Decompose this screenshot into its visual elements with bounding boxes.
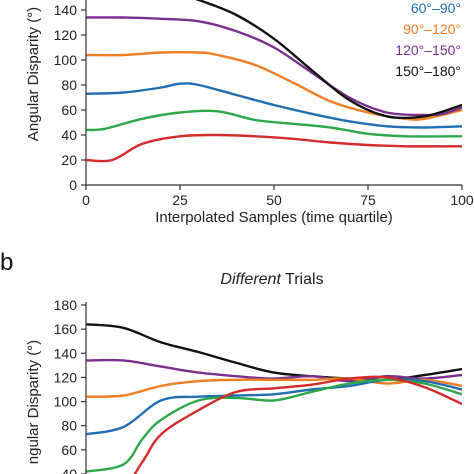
panel-b-y-tick-label: 60 [61, 442, 77, 458]
panel-a-x-tick-label: 100 [450, 192, 474, 208]
panel-a-x-ticks: 0 25 50 75 100 [82, 185, 474, 208]
panel-b-y-tick-label: 40 [61, 466, 77, 474]
panel-a-series-line-0 [86, 82, 462, 129]
panel-a-y-tick-label: 100 [54, 52, 78, 68]
panel-a-legend-entry: 120°–150° [395, 42, 461, 58]
panel-a-chart: 0 20 40 60 80 100 120 140 0 25 50 75 100 Angular Di… [25, 0, 474, 226]
panel-b-y-tick-label: 100 [54, 394, 78, 410]
panel-a-series-line-4 [86, 109, 462, 138]
panel-a-x-tick-label: 50 [266, 192, 282, 208]
panel-a-y-tick-label: 120 [54, 27, 78, 43]
panel-a-y-tick-label: 40 [61, 127, 77, 143]
panel-a-legend-entry: 150°–180° [395, 63, 461, 79]
panel-a-y-tick-label: 60 [61, 102, 77, 118]
panel-a-series-line-5 [86, 133, 462, 163]
panel-a-x-axis-title: Interpolated Samples (time quartile) [155, 209, 393, 226]
panel-a-plot-area [86, 0, 462, 163]
panel-b-title: Different Trials [220, 271, 323, 288]
panel-a-y-tick-label: 0 [69, 177, 77, 193]
panel-b-y-tick-label: 180 [54, 297, 78, 313]
panel-b-series-line-2 [86, 377, 462, 398]
panel-a-y-tick-label: 140 [54, 2, 78, 18]
panel-a-legend-entry: 90°–120° [403, 21, 461, 37]
panel-a-y-ticks: 0 20 40 60 80 100 120 140 [54, 2, 86, 193]
panel-a-y-axis-title: Angular Disparity (°) [25, 7, 42, 141]
panel-b-series-line-5 [133, 375, 462, 474]
panel-b-series-line-4 [86, 378, 462, 473]
panel-b-y-tick-label: 120 [54, 369, 78, 385]
panel-a-x-tick-label: 75 [360, 192, 376, 208]
panel-a-legend: 60°–90° 90°–120° 120°–150° 150°–180° [395, 0, 461, 79]
panel-b-chart: b Different Trials 40 60 80 100 120 140 160 180… [0, 249, 462, 474]
panel-b-title-italic: Different [220, 271, 281, 288]
panel-b-y-axis-title: ngular Disparity (°) [25, 340, 42, 464]
panel-a-legend-entry: 60°–90° [411, 0, 461, 16]
panel-b-plot-area [86, 323, 462, 474]
panel-b-y-ticks: 40 60 80 100 120 140 160 180 [54, 297, 86, 474]
panel-a-x-tick-label: 0 [82, 192, 90, 208]
panel-b-series-line-0 [86, 323, 462, 382]
panel-b-y-tick-label: 160 [54, 321, 78, 337]
panel-a-series-line-3 [195, 0, 462, 120]
panel-b-title-rest: Trials [281, 271, 324, 288]
panel-a-y-tick-label: 80 [61, 77, 77, 93]
panel-b-series-line-1 [86, 358, 462, 383]
panel-b-y-tick-label: 140 [54, 345, 78, 361]
panel-a-x-tick-label: 25 [172, 192, 188, 208]
panel-a-y-tick-label: 20 [61, 152, 77, 168]
panel-b-letter: b [0, 249, 13, 276]
panel-b-y-tick-label: 80 [61, 418, 77, 434]
